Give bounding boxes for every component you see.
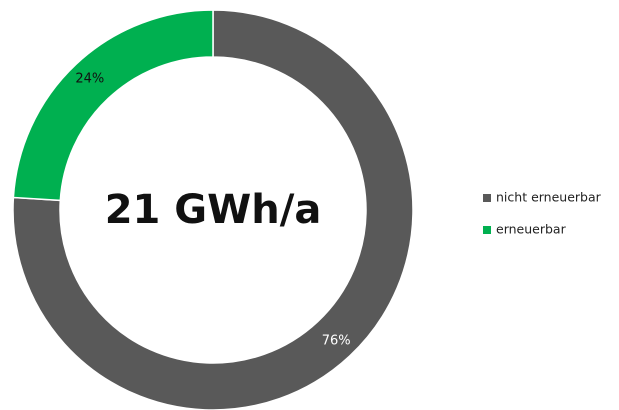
donut-slice xyxy=(12,9,414,410)
slice-label: 24% xyxy=(75,71,104,86)
legend-label: nicht erneuerbar xyxy=(496,190,602,205)
slice-label: 76% xyxy=(322,334,351,349)
legend-swatch xyxy=(483,194,491,202)
legend-swatch xyxy=(483,226,491,234)
center-text: 21 GWh/a xyxy=(105,187,322,233)
legend-label: erneuerbar xyxy=(496,222,567,237)
donut-slice xyxy=(12,9,214,202)
